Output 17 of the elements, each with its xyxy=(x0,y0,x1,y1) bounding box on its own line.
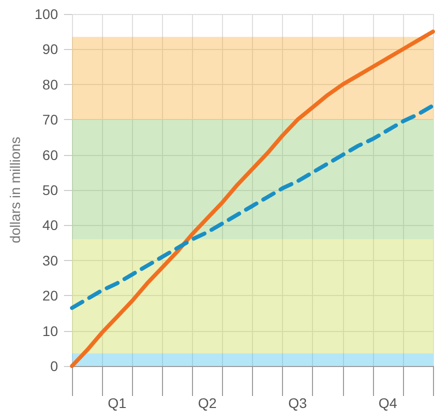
x-tick-label: Q2 xyxy=(198,395,217,411)
y-tick-label: 90 xyxy=(42,41,58,58)
y-tick-label: 20 xyxy=(42,288,58,304)
x-tick-label: Q4 xyxy=(378,395,398,411)
y-tick-label: 60 xyxy=(42,146,58,163)
y-tick-label: 50 xyxy=(42,182,58,198)
y-tick-label: 0 xyxy=(50,358,58,374)
line-series xyxy=(70,104,435,310)
y-tick-label: 40 xyxy=(42,217,58,234)
y-tick-label: 30 xyxy=(42,252,58,268)
y-axis-title: dollars in millions xyxy=(7,136,23,244)
y-tick-label: 10 xyxy=(42,322,58,339)
y-tick-label: 80 xyxy=(42,76,58,92)
x-tick-label: Q3 xyxy=(288,395,308,411)
x-tick-label: Q1 xyxy=(108,395,127,411)
y-tick-label: 70 xyxy=(42,112,58,128)
y-tick-label: 100 xyxy=(34,6,58,22)
